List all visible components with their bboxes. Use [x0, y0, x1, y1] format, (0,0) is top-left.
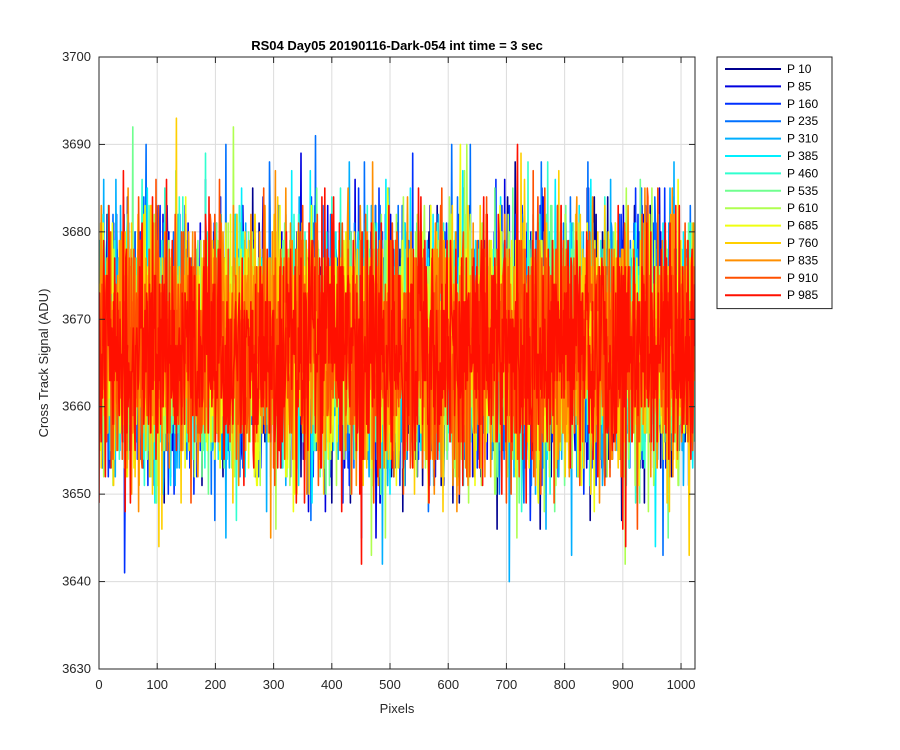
legend-entry-label: P 385: [787, 149, 818, 163]
legend-entry-label: P 160: [787, 97, 818, 111]
series-layer: [99, 117, 695, 583]
y-tick-label: 3700: [62, 49, 91, 64]
legend-entry-label: P 610: [787, 201, 818, 215]
x-tick-label: 800: [554, 677, 576, 692]
y-tick-label: 3680: [62, 224, 91, 239]
legend-box: [716, 56, 833, 310]
x-tick-label: 700: [496, 677, 518, 692]
legend-entry-label: P 85: [787, 79, 812, 93]
x-axis-label: Pixels: [380, 701, 415, 716]
x-tick-label: 0: [95, 677, 102, 692]
x-tick-label: 600: [437, 677, 459, 692]
legend-entry-label: P 910: [787, 271, 818, 285]
x-tick-label: 200: [205, 677, 227, 692]
x-tick-label: 1000: [667, 677, 696, 692]
legend-entry-label: P 235: [787, 114, 818, 128]
legend-entry-label: P 685: [787, 219, 818, 233]
y-tick-label: 3660: [62, 399, 91, 414]
legend: P 10 P 85 P 160 P 235 P 310 P 385 P 460 P 535 P …: [716, 56, 833, 310]
series-line-p985: [99, 143, 695, 565]
x-tick-label: 900: [612, 677, 634, 692]
legend-entry-label: P 460: [787, 166, 818, 180]
y-tick-label: 3670: [62, 311, 91, 326]
axis-ticks: 0 100 200 300 400 500 600 700 800 900 1000 3630 3640…: [62, 49, 695, 692]
x-tick-label: 100: [146, 677, 168, 692]
y-tick-label: 3640: [62, 574, 91, 589]
legend-entry-label: P 835: [787, 253, 818, 267]
legend-entry-label: P 985: [787, 288, 818, 302]
y-tick-label: 3690: [62, 136, 91, 151]
y-axis-label: Cross Track Signal (ADU): [36, 289, 51, 438]
y-tick-label: 3650: [62, 486, 91, 501]
legend-entry-label: P 10: [787, 62, 812, 76]
x-tick-label: 300: [263, 677, 285, 692]
legend-entry-label: P 310: [787, 132, 818, 146]
plot-frame: [98, 56, 696, 670]
legend-entry-label: P 535: [787, 184, 818, 198]
x-tick-label: 400: [321, 677, 343, 692]
y-tick-label: 3630: [62, 661, 91, 676]
legend-entry-label: P 760: [787, 236, 818, 250]
x-tick-label: 500: [379, 677, 401, 692]
chart-title: RS04 Day05 20190116-Dark-054 int time = …: [251, 38, 543, 53]
